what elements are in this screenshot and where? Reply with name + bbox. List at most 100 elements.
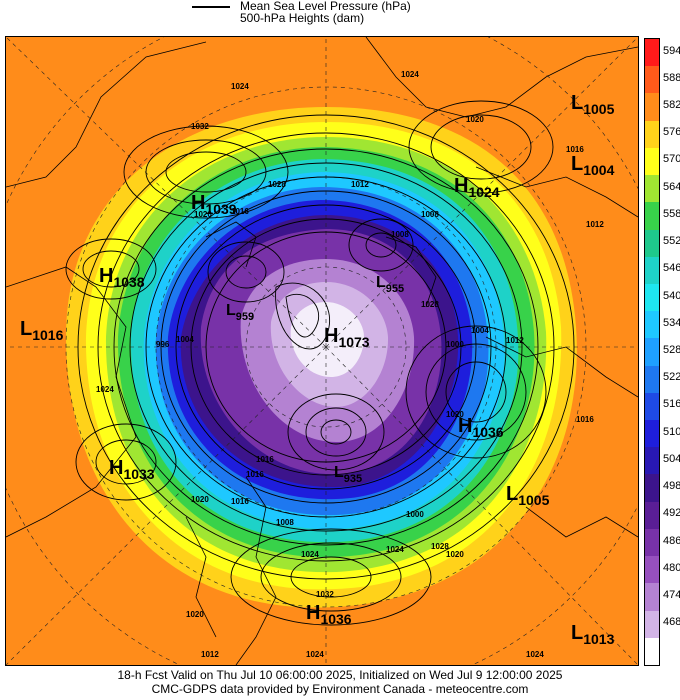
isobar-label: 1000	[406, 510, 424, 519]
isobar-label: 1024	[96, 385, 114, 394]
isobar-line-sample	[192, 6, 230, 8]
pressure-center-low: L1005	[571, 92, 615, 117]
data-credit-line: CMC-GDPS data provided by Environment Ca…	[151, 682, 529, 696]
isobar-label: 1000	[446, 340, 464, 349]
colorbar-cell	[645, 583, 659, 612]
colorbar-label: 498	[663, 480, 680, 493]
colorbar-cell	[645, 447, 659, 475]
colorbar-label: 534	[663, 316, 680, 329]
pressure-center-high: H1033	[109, 457, 155, 482]
isobar-label: 1012	[201, 650, 219, 659]
isobar-label: 1016	[576, 415, 594, 424]
isobar-label: 1004	[176, 335, 194, 344]
colorbar-cell	[645, 637, 659, 666]
isobar-label: 1024	[301, 550, 319, 559]
legend-line-label: Mean Sea Level Pressure (hPa)	[240, 0, 411, 13]
pressure-center-high: H1036	[458, 415, 504, 440]
isobar-label: 1032	[316, 590, 334, 599]
colorbar-cell	[645, 202, 659, 230]
colorbar-label: 576	[663, 126, 680, 139]
isobar-label: 996	[156, 340, 170, 349]
isobar-label: 1012	[351, 180, 369, 189]
colorbar-cell	[645, 420, 659, 448]
isobar-label: 1016	[231, 497, 249, 506]
isobars	[65, 100, 575, 626]
colorbar-label: 552	[663, 235, 680, 248]
colorbar-label: 528	[663, 344, 680, 356]
colorbar-label: 486	[663, 534, 680, 547]
pressure-center-low: L1016	[20, 318, 64, 343]
height-band-white	[290, 302, 364, 377]
isobar-label: 1020	[446, 410, 464, 419]
colorbar-label: 516	[663, 398, 680, 411]
isobar-label: 1004	[471, 326, 489, 335]
colorbar-label: 558	[663, 207, 680, 220]
isobar-label: 1016	[231, 207, 249, 216]
pressure-center-low: L955	[376, 274, 404, 295]
colorbar-cell	[645, 528, 659, 557]
colorbar-cell	[645, 147, 659, 176]
isobar-label: 1024	[306, 650, 324, 659]
colorbar-cell	[645, 93, 659, 122]
pressure-center-low: L1005	[506, 483, 550, 508]
footer: 18-h Fcst Valid on Thu Jul 10 06:00:00 2…	[0, 668, 680, 696]
isobar-label: 1020	[466, 115, 484, 124]
isobar-label: 1028	[268, 180, 286, 189]
colorbar-cell	[645, 556, 659, 584]
pressure-center-high: H1039	[191, 192, 237, 217]
isobar-label: 1020	[191, 495, 209, 504]
colorbar-cell	[645, 66, 659, 94]
height-colorbar	[644, 38, 660, 666]
isobar-label: 1020	[194, 210, 212, 219]
colorbar-label: 474	[663, 588, 680, 601]
colorbar-label: 564	[663, 180, 680, 193]
pressure-center-high: H1024	[454, 175, 500, 200]
isobar-label: 1016	[246, 470, 264, 479]
colorbar-label: 480	[663, 561, 680, 574]
isobar-label: 1020	[186, 610, 204, 619]
colorbar-cell	[645, 256, 659, 285]
isobar-label: 1008	[391, 230, 409, 239]
isobar-label: 1024	[401, 70, 419, 79]
colorbar-label: 588	[663, 71, 680, 84]
pressure-center-low: L1013	[571, 622, 615, 647]
colorbar-cell	[645, 311, 659, 339]
isobar-label: 1024	[231, 82, 249, 91]
forecast-valid-line: 18-h Fcst Valid on Thu Jul 10 06:00:00 2…	[117, 668, 563, 682]
isobar-label: 1016	[256, 455, 274, 464]
colorbar-cell	[645, 175, 659, 203]
pressure-centers: H1039 H1038 L1016 H1033 H1024 L1005 L1004 L955 L…	[20, 92, 615, 647]
pressure-center-low: L959	[226, 302, 254, 323]
isobar-label: 1016	[566, 145, 584, 154]
isobar-label: 1024	[386, 545, 404, 554]
colorbar-cell	[645, 120, 659, 149]
colorbar-label: 510	[663, 425, 680, 438]
colorbar-cell	[645, 338, 659, 367]
colorbar-label: 522	[663, 371, 680, 384]
isobar-label: 1024	[526, 650, 544, 659]
colorbar-label: 570	[663, 153, 680, 166]
colorbar-cell	[645, 474, 659, 503]
colorbar-label: 594	[663, 44, 680, 57]
isobar-label: 1032	[191, 122, 209, 131]
isobar-label: 1028	[431, 542, 449, 551]
pressure-center-high: H1038	[99, 265, 145, 290]
colorbar-label: 468	[663, 616, 680, 629]
pressure-center-high: H1036	[306, 602, 352, 627]
isobar-label: 1008	[276, 518, 294, 527]
coastlines	[6, 37, 638, 665]
pressure-center-low: L1004	[571, 153, 615, 178]
colorbar-cell	[645, 610, 659, 639]
colorbar-cell	[645, 39, 659, 67]
colorbar-label: 504	[663, 452, 680, 465]
map-legend-header: Mean Sea Level Pressure (hPa) 500-hPa He…	[0, 0, 680, 36]
pressure-center-low: L935	[334, 464, 362, 485]
colorbar-cell	[645, 392, 659, 421]
colorbar-label: 582	[663, 99, 680, 112]
colorbar-label: 540	[663, 289, 680, 302]
colorbar-label: 546	[663, 262, 680, 275]
colorbar-cell	[645, 501, 659, 530]
isobar-label: 1020	[446, 550, 464, 559]
